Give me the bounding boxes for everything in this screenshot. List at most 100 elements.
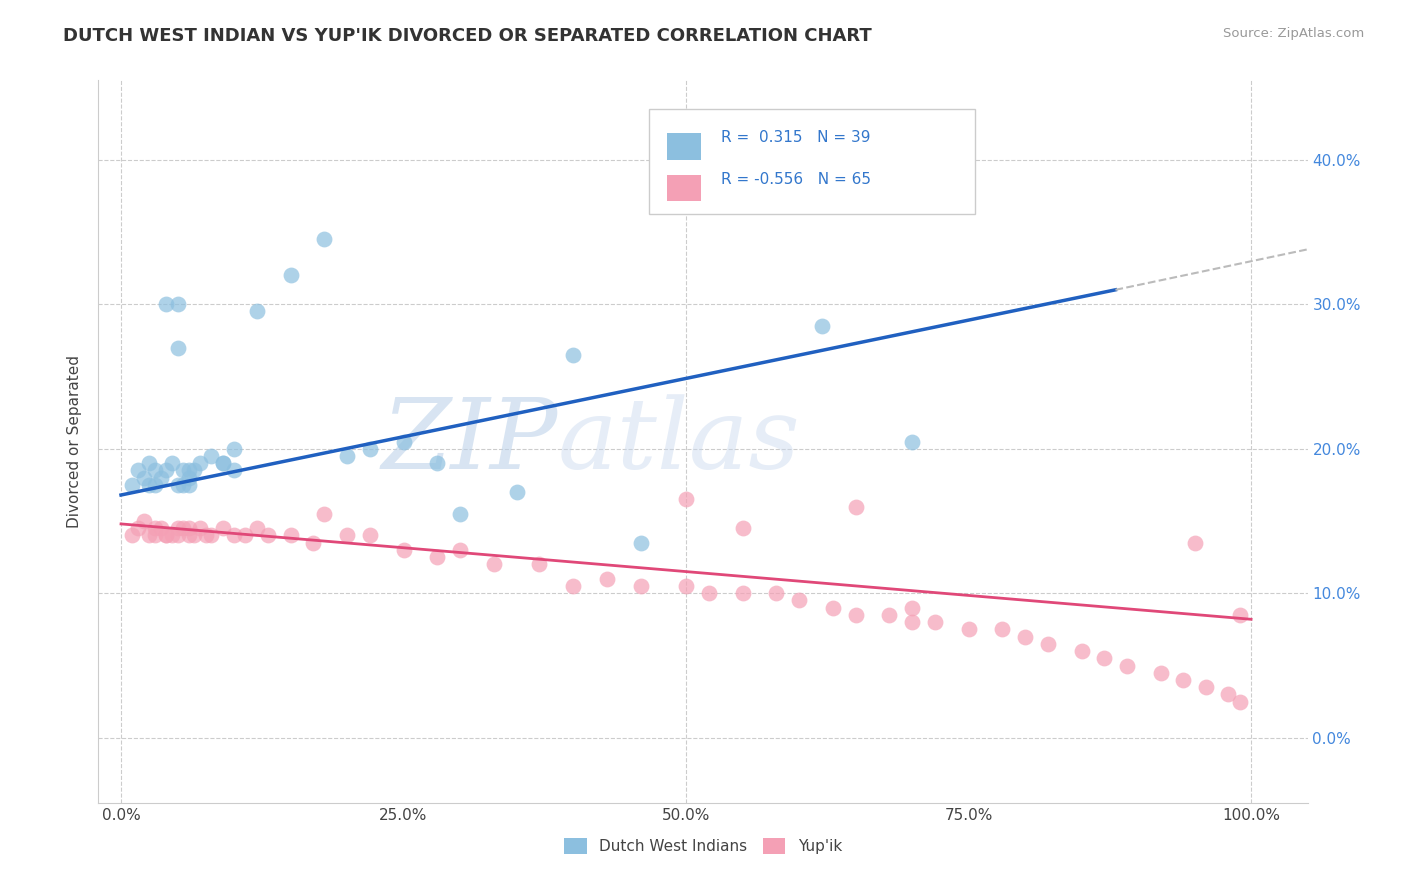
Point — [1115, 658, 1137, 673]
Point — [765, 586, 787, 600]
Point — [160, 456, 183, 470]
Point — [1229, 695, 1251, 709]
Point — [1036, 637, 1059, 651]
Point — [222, 528, 245, 542]
Point — [426, 456, 449, 470]
Point — [200, 528, 222, 542]
Point — [336, 528, 359, 542]
Point — [901, 434, 924, 449]
Point — [194, 528, 217, 542]
Point — [527, 558, 550, 572]
Text: R =  0.315   N = 39: R = 0.315 N = 39 — [721, 130, 870, 145]
Point — [1092, 651, 1115, 665]
Y-axis label: Divorced or Separated: Divorced or Separated — [67, 355, 83, 528]
Point — [845, 500, 868, 514]
Point — [177, 521, 200, 535]
Point — [901, 615, 924, 630]
Point — [222, 463, 245, 477]
Point — [359, 528, 381, 542]
Point — [155, 297, 177, 311]
Legend: Dutch West Indians, Yup'ik: Dutch West Indians, Yup'ik — [558, 832, 848, 860]
Point — [924, 615, 946, 630]
Point — [166, 521, 188, 535]
Point — [132, 514, 155, 528]
Point — [172, 521, 194, 535]
Point — [991, 623, 1014, 637]
Text: Source: ZipAtlas.com: Source: ZipAtlas.com — [1223, 27, 1364, 40]
Point — [200, 449, 222, 463]
Point — [359, 442, 381, 456]
Point — [901, 600, 924, 615]
Point — [166, 297, 188, 311]
Text: DUTCH WEST INDIAN VS YUP'IK DIVORCED OR SEPARATED CORRELATION CHART: DUTCH WEST INDIAN VS YUP'IK DIVORCED OR … — [63, 27, 872, 45]
Point — [596, 572, 619, 586]
Point — [155, 528, 177, 542]
Point — [143, 463, 166, 477]
Point — [630, 579, 652, 593]
Point — [314, 232, 336, 246]
Point — [562, 579, 585, 593]
Point — [280, 268, 302, 283]
Point — [149, 471, 172, 485]
Point — [172, 478, 194, 492]
Text: atlas: atlas — [558, 394, 800, 489]
Point — [449, 542, 471, 557]
Point — [314, 507, 336, 521]
Point — [1014, 630, 1036, 644]
Point — [392, 434, 415, 449]
Point — [155, 528, 177, 542]
Point — [172, 463, 194, 477]
Point — [188, 521, 211, 535]
Point — [697, 586, 720, 600]
Point — [810, 318, 832, 333]
Point — [222, 442, 245, 456]
Bar — [666, 175, 700, 201]
Point — [1195, 680, 1218, 694]
Point — [121, 478, 143, 492]
Point — [166, 478, 188, 492]
Point — [177, 528, 200, 542]
Point — [280, 528, 302, 542]
Point — [1150, 665, 1173, 680]
Point — [138, 528, 160, 542]
Point — [166, 528, 188, 542]
Point — [143, 521, 166, 535]
Point — [177, 471, 200, 485]
Point — [121, 528, 143, 542]
Point — [155, 463, 177, 477]
Point — [211, 456, 233, 470]
Point — [127, 521, 149, 535]
Point — [166, 341, 188, 355]
Point — [731, 521, 754, 535]
Point — [257, 528, 280, 542]
Point — [143, 528, 166, 542]
Point — [1173, 673, 1195, 687]
Point — [957, 623, 980, 637]
Point — [1070, 644, 1092, 658]
Point — [392, 542, 415, 557]
Point — [1229, 607, 1251, 622]
Point — [505, 485, 527, 500]
Point — [879, 607, 901, 622]
Bar — [666, 134, 700, 160]
Point — [845, 607, 868, 622]
Point — [183, 528, 205, 542]
Point — [211, 456, 233, 470]
Point — [160, 528, 183, 542]
Point — [449, 507, 471, 521]
Bar — [648, 109, 976, 214]
Point — [1218, 687, 1240, 701]
Point — [127, 463, 149, 477]
Text: R = -0.556   N = 65: R = -0.556 N = 65 — [721, 172, 872, 186]
Point — [177, 463, 200, 477]
Text: ZIP: ZIP — [381, 394, 558, 489]
Point — [188, 456, 211, 470]
Point — [1184, 535, 1206, 549]
Point — [675, 579, 697, 593]
Point — [246, 304, 269, 318]
Point — [138, 456, 160, 470]
Point — [143, 478, 166, 492]
Point — [246, 521, 269, 535]
Point — [302, 535, 325, 549]
Point — [821, 600, 844, 615]
